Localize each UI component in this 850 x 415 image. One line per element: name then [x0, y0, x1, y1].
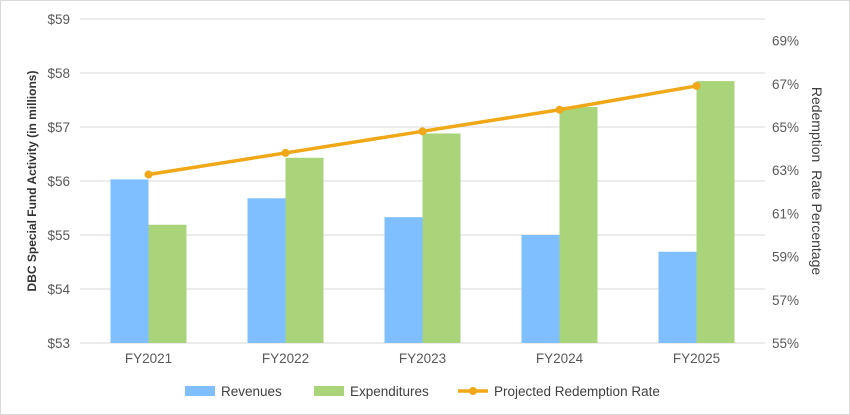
gridlines — [80, 18, 765, 344]
redemption-rate-point — [418, 127, 427, 136]
right-tick-label: 57% — [772, 293, 799, 308]
left-axis-ticks: $53 $54 $55 $56 $57 $58 $59 — [47, 12, 70, 351]
left-tick-label: $59 — [47, 12, 70, 27]
right-tick-label: 63% — [772, 163, 799, 178]
left-tick-label: $56 — [47, 174, 70, 189]
redemption-rate-point — [281, 148, 290, 157]
expenditures-bar — [696, 81, 735, 343]
left-axis-title: DBC Special Fund Activity (in millions) — [25, 71, 39, 292]
redemption-rate-point — [144, 170, 153, 179]
left-tick-label: $55 — [47, 228, 70, 243]
left-tick-label: $53 — [47, 336, 70, 351]
left-tick-label: $54 — [47, 282, 70, 297]
right-tick-label: 69% — [772, 34, 799, 49]
projected-redemption-rate-legend-label: Projected Redemption Rate — [494, 384, 660, 399]
right-tick-label: 65% — [772, 120, 799, 135]
right-axis-ticks: 55% 57% 59% 61% 63% 65% 67% 69% — [772, 34, 799, 351]
redemption-rate-line — [144, 81, 701, 179]
redemption-rate-point — [692, 81, 701, 90]
revenues-legend-label: Revenues — [221, 384, 282, 399]
x-tick-label: FY2023 — [399, 351, 446, 366]
revenues-legend-swatch — [185, 386, 215, 396]
revenues-bar — [110, 179, 149, 343]
right-tick-label: 55% — [772, 336, 799, 351]
expenditures-bar — [422, 133, 461, 343]
bars — [110, 81, 735, 344]
x-axis-ticks: FY2021 FY2022 FY2023 FY2024 FY2025 — [125, 351, 720, 366]
right-tick-label: 59% — [772, 250, 799, 265]
x-tick-label: FY2021 — [125, 351, 172, 366]
right-axis-title: Redemption Rate Percentage — [809, 87, 825, 276]
revenues-bar — [521, 235, 560, 343]
revenues-bar — [247, 198, 286, 343]
left-tick-label: $57 — [47, 120, 70, 135]
expenditures-bar — [559, 107, 598, 344]
projected-redemption-rate-legend-marker — [469, 387, 477, 395]
left-tick-label: $58 — [47, 66, 70, 81]
revenues-bar — [658, 251, 697, 343]
x-tick-label: FY2022 — [262, 351, 309, 366]
legend: Revenues Expenditures Projected Redemption… — [185, 384, 660, 399]
x-tick-label: FY2025 — [673, 351, 720, 366]
expenditures-bar — [285, 157, 324, 343]
expenditures-legend-swatch — [314, 386, 344, 396]
right-tick-label: 67% — [772, 77, 799, 92]
right-tick-label: 61% — [772, 206, 799, 221]
redemption-rate-point — [555, 105, 564, 114]
revenues-bar — [384, 217, 423, 343]
x-tick-label: FY2024 — [536, 351, 584, 366]
expenditures-bar — [148, 224, 187, 343]
expenditures-legend-label: Expenditures — [350, 384, 429, 399]
